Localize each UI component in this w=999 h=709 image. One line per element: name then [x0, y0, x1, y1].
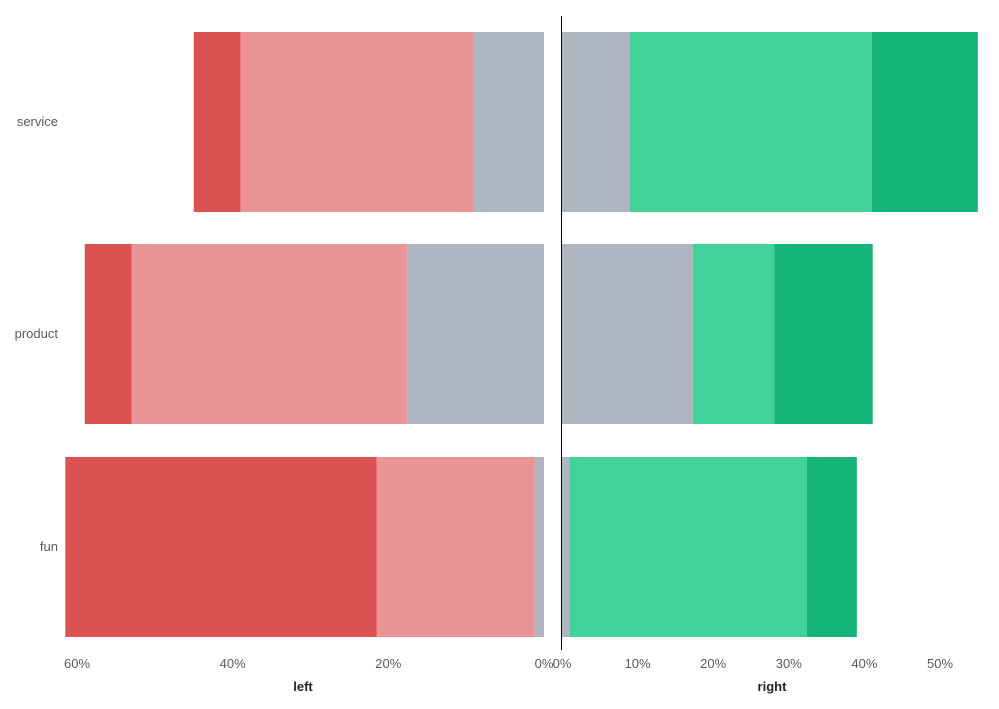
bar-right-strong_positive-product	[774, 244, 873, 424]
bar-left-strong_negative-service	[193, 32, 241, 212]
bar-right-positive-service	[630, 32, 872, 212]
tick-labels: 60% 40% 20% 0% 0% 10% 20% 30% 40% 50%	[64, 656, 953, 671]
right-tick-label: 40%	[851, 656, 877, 671]
category-labels: service product fun	[15, 114, 59, 554]
bar-left-neutral-product	[407, 244, 544, 424]
left-tick-label: 0%	[535, 656, 554, 671]
left-tick-label: 20%	[375, 656, 401, 671]
bar-right-strong_positive-service	[871, 32, 978, 212]
category-label-product: product	[15, 326, 59, 341]
right-tick-label: 0%	[553, 656, 572, 671]
right-tick-label: 10%	[625, 656, 651, 671]
bar-left-negative-fun	[376, 457, 535, 637]
right-tick-label: 30%	[776, 656, 802, 671]
bar-left-negative-product	[131, 244, 408, 424]
bar-right-strong_positive-fun	[806, 457, 857, 637]
bar-right-neutral-service	[562, 32, 631, 212]
left-tick-label: 60%	[64, 656, 90, 671]
bar-right-positive-fun	[569, 457, 807, 637]
right-axis-title: right	[758, 679, 788, 694]
category-label-fun: fun	[40, 539, 58, 554]
left-tick-label: 40%	[220, 656, 246, 671]
bar-left-neutral-fun	[534, 457, 544, 637]
bar-right-neutral-product	[562, 244, 693, 424]
right-tick-label: 50%	[927, 656, 953, 671]
bar-right-positive-product	[692, 244, 775, 424]
left-axis-title: left	[293, 679, 313, 694]
bar-right-neutral-fun	[562, 457, 570, 637]
bar-left-strong_negative-fun	[65, 457, 377, 637]
bar-left-strong_negative-product	[84, 244, 132, 424]
bar-left-neutral-service	[473, 32, 544, 212]
category-label-service: service	[17, 114, 58, 129]
bar-left-negative-service	[240, 32, 474, 212]
bars-group	[65, 32, 978, 637]
right-tick-label: 20%	[700, 656, 726, 671]
